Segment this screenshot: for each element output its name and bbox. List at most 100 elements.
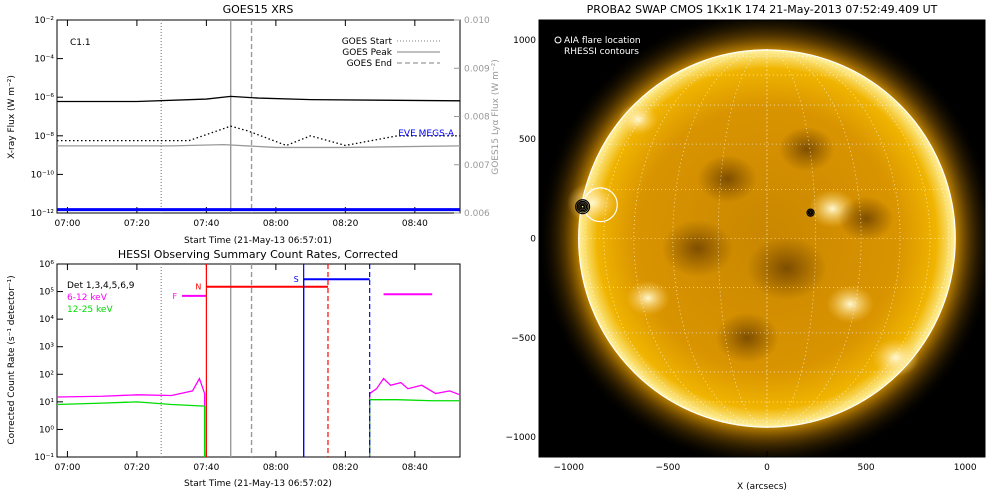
swap-grid-lon bbox=[717, 49, 767, 428]
swap-rhessi-contour bbox=[806, 208, 815, 217]
swap-rhessi-contour bbox=[579, 203, 586, 210]
goes-ytick-label: 10⁻⁶ bbox=[34, 93, 54, 103]
swap-ytick-label: 500 bbox=[519, 135, 536, 145]
legend-goes-peak: GOES Peak bbox=[342, 48, 392, 58]
goes-xtick-label: 08:00 bbox=[263, 219, 289, 229]
legend-6-12kev: 6-12 keV bbox=[67, 293, 108, 303]
hessi-series-12-25-kev bbox=[56, 401, 205, 407]
swap-ytick-label: 1000 bbox=[513, 36, 536, 46]
hessi-series-12-25-kev bbox=[369, 399, 460, 402]
goes-legend: GOES Start GOES Peak GOES End bbox=[342, 37, 440, 69]
hessi-ytick-label: 10⁵ bbox=[39, 288, 54, 298]
swap-panel: PROBA2 SWAP CMOS 1Kx1K 174 21-May-2013 0… bbox=[506, 3, 986, 492]
hessi-xlabel: Start Time (21-May-13 06:57:02) bbox=[184, 479, 332, 489]
legend-det: Det 1,3,4,5,6,9 bbox=[67, 281, 135, 291]
swap-image bbox=[539, 20, 985, 457]
hessi-plot-frame bbox=[56, 263, 461, 458]
hessi-marks: F N S bbox=[56, 264, 461, 457]
goes-xlabel: Start Time (21-May-13 06:57:01) bbox=[184, 236, 332, 246]
swap-ytick-label: −1000 bbox=[506, 433, 537, 443]
swap-grid-lon bbox=[766, 49, 931, 428]
goes-y2label: GOES15 Lyα Flux (W m⁻²) bbox=[491, 59, 501, 175]
goes-ytick-label: 10⁻¹² bbox=[31, 209, 55, 219]
hessi-series-6-12-kev bbox=[56, 376, 206, 398]
swap-grid-lon bbox=[766, 49, 862, 428]
legend-rhessi-symbol bbox=[554, 47, 562, 55]
swap-dark-region bbox=[697, 155, 758, 203]
goes-y2tick-label: 0.007 bbox=[464, 161, 490, 171]
goes-title: GOES15 XRS bbox=[223, 3, 294, 16]
hessi-xtick-label: 08:40 bbox=[402, 463, 428, 473]
goes-xtick-label: 07:00 bbox=[54, 219, 80, 229]
swap-grid-lon bbox=[603, 49, 767, 428]
swap-xtick-label: 0 bbox=[764, 463, 770, 473]
swap-xtick-label: 1000 bbox=[954, 463, 977, 473]
swap-xtick-label: −1000 bbox=[554, 463, 585, 473]
legend-goes-end: GOES End bbox=[347, 59, 392, 69]
goes-ytick-label: 10⁻⁴ bbox=[34, 55, 54, 65]
hessi-xtick-label: 08:00 bbox=[263, 463, 289, 473]
hessi-ytick-label: 10³ bbox=[39, 343, 54, 353]
hessi-title: HESSI Observing Summary Count Rates, Cor… bbox=[118, 248, 398, 261]
goes-panel: GOES15 XRS C1.1 07:00 07:20 07:40 08:00 08:2… bbox=[7, 3, 501, 246]
swap-ytick-label: −500 bbox=[511, 334, 536, 344]
swap-active-region bbox=[626, 280, 670, 316]
hessi-xtick-label: 07:20 bbox=[124, 463, 150, 473]
swap-grid bbox=[578, 49, 956, 428]
swap-rhessi-contour bbox=[575, 199, 591, 215]
legend-12-25kev: 12-25 keV bbox=[67, 305, 113, 315]
hessi-ytick-label: 10¹ bbox=[39, 398, 54, 408]
swap-active-region bbox=[566, 182, 619, 224]
goes-ylabel: X-ray Flux (W m⁻²) bbox=[7, 75, 17, 159]
swap-rhessi-contour bbox=[807, 209, 814, 216]
legend-rhessi: RHESSI contours bbox=[564, 47, 639, 57]
swap-rhessi-contour bbox=[578, 202, 588, 212]
swap-xtick-label: 500 bbox=[857, 463, 874, 473]
goes-y2tick-label: 0.009 bbox=[464, 64, 490, 74]
goes-xtick-label: 07:40 bbox=[193, 219, 219, 229]
swap-ytick-label: 0 bbox=[530, 235, 536, 245]
hessi-flag-n-label: N bbox=[195, 283, 201, 292]
goes-xtick-label: 08:20 bbox=[332, 219, 358, 229]
hessi-xtick-label: 08:20 bbox=[332, 463, 358, 473]
goes-plot-frame bbox=[56, 19, 461, 214]
goes-ytick-label: 10⁻² bbox=[34, 16, 54, 26]
hessi-panel: HESSI Observing Summary Count Rates, Cor… bbox=[7, 248, 461, 489]
swap-dark-region bbox=[715, 312, 779, 364]
swap-legend: AIA flare location RHESSI contours bbox=[554, 36, 641, 57]
swap-xlabel: X (arcsecs) bbox=[737, 482, 787, 492]
hessi-ytick-label: 10⁴ bbox=[39, 315, 54, 325]
hessi-ylabel: Corrected Count Rate (s⁻¹ detector⁻¹) bbox=[7, 275, 17, 444]
hessi-ytick-label: 10⁰ bbox=[39, 425, 54, 435]
swap-title: PROBA2 SWAP CMOS 1Kx1K 174 21-May-2013 0… bbox=[587, 3, 938, 16]
swap-dark-region bbox=[661, 219, 734, 278]
hessi-xtick-label: 07:00 bbox=[54, 463, 80, 473]
swap-active-region bbox=[826, 284, 874, 324]
goes-y2tick-label: 0.006 bbox=[464, 209, 490, 219]
swap-rhessi-contour bbox=[808, 211, 813, 215]
goes-ytick-label: 10⁻⁸ bbox=[34, 132, 54, 142]
hessi-flag-s-label: S bbox=[294, 275, 299, 284]
goes-series-xrs-long bbox=[57, 95, 461, 103]
swap-grid-lon bbox=[672, 49, 767, 428]
swap-dark-region bbox=[838, 196, 894, 241]
hessi-xtick-label: 07:40 bbox=[193, 463, 219, 473]
swap-rhessi-contour bbox=[580, 204, 585, 209]
goes-axes: 07:00 07:20 07:40 08:00 08:20 08:40 10⁻¹² 10⁻¹⁰… bbox=[31, 16, 490, 229]
hessi-axes: 07:00 07:20 07:40 08:00 08:20 08:40 10⁻¹ 10⁰ 10¹… bbox=[34, 260, 428, 473]
swap-active-region bbox=[872, 338, 920, 377]
swap-axes: −1000 −500 0 500 1000 −1000 −500 0 500 1000 bbox=[506, 36, 977, 473]
goes-eve-annotation: EVE MEGS-A bbox=[398, 129, 455, 139]
swap-active-region bbox=[618, 103, 658, 136]
goes-series-xrs-short bbox=[57, 143, 461, 149]
hessi-ytick-label: 10⁶ bbox=[39, 260, 54, 270]
goes-xtick-label: 08:40 bbox=[402, 219, 428, 229]
swap-xtick-label: −500 bbox=[655, 463, 680, 473]
legend-aia-symbol bbox=[554, 36, 562, 44]
swap-grid-lon bbox=[766, 49, 817, 428]
goes-y2tick-label: 0.010 bbox=[464, 16, 490, 26]
hessi-legend: Det 1,3,4,5,6,9 6-12 keV 12-25 keV bbox=[67, 281, 135, 315]
goes-marks bbox=[57, 20, 461, 213]
swap-grid-lon bbox=[766, 49, 949, 428]
